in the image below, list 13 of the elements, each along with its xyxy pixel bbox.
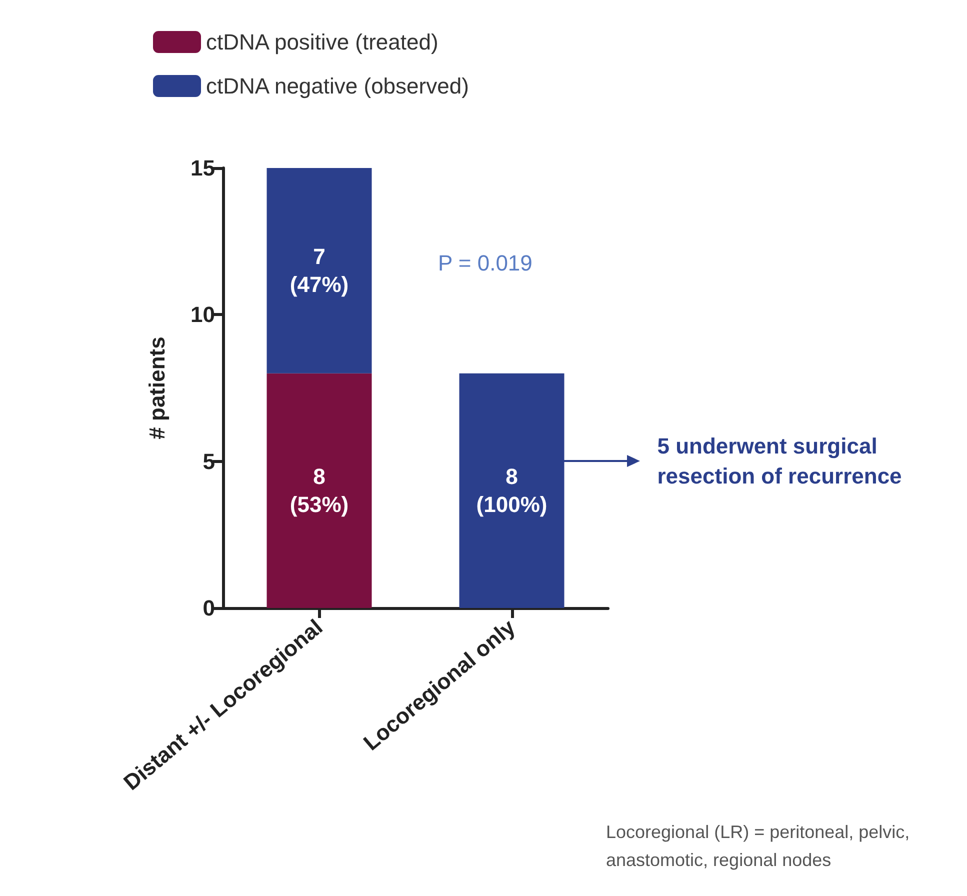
y-axis-title: # patients [144,336,170,440]
legend-label: ctDNA negative (observed) [206,74,469,98]
y-tick-label: 10 [190,302,215,328]
y-tick-label: 5 [202,448,215,474]
data-label: 7 (47%) [290,244,349,298]
text: Locoregional (LR) = peritoneal, pelvic, anastomotic, regional nodes [606,822,910,870]
y-tick-label: 0 [202,596,215,620]
data-label: 8 (100%) [476,464,548,518]
annotation: P = 0.019 [438,250,532,276]
legend-label: ctDNA positive (treated) [206,30,438,54]
data-label: 8 (53%) [290,464,349,518]
text: 5 underwent surgical resection of recurrence [657,434,902,488]
y-tick-label: 15 [190,156,215,180]
